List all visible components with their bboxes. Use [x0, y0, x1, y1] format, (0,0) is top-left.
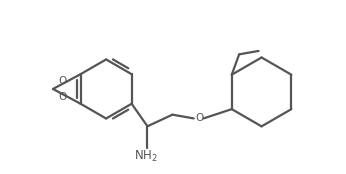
Text: NH$_2$: NH$_2$ [134, 149, 157, 164]
Text: O: O [58, 92, 66, 102]
Text: O: O [195, 113, 204, 123]
Text: O: O [58, 76, 66, 86]
